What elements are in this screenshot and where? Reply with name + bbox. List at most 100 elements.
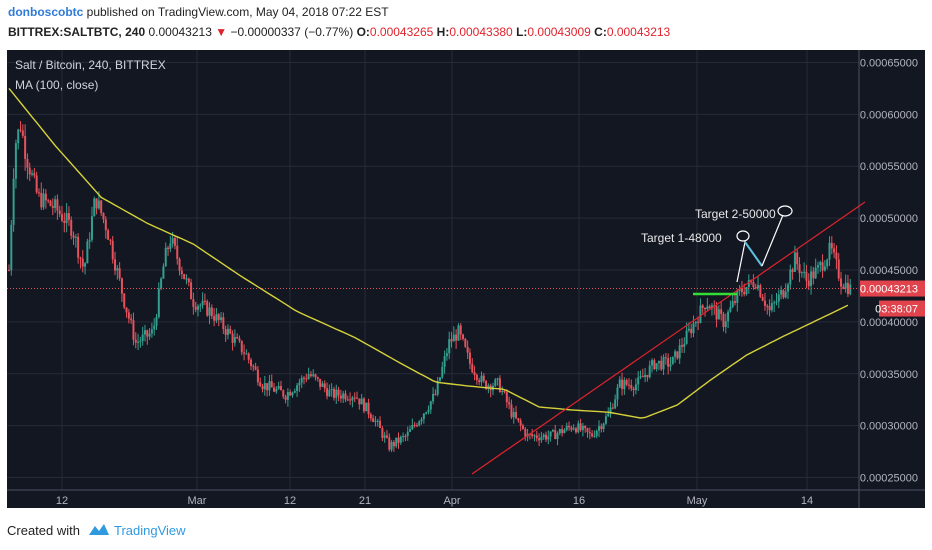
x-tick-label: Apr — [443, 495, 460, 507]
candle-body — [595, 430, 598, 437]
candle-body — [427, 409, 430, 413]
candle-body — [245, 353, 248, 355]
candle-body — [300, 377, 303, 383]
chart-canvas[interactable]: Target 1-48000 Target 2-50000 0.00025000 0.… — [7, 50, 925, 508]
price-chart[interactable]: Target 1-48000 Target 2-50000 0.00025000 0.… — [7, 50, 925, 508]
candle-body — [669, 364, 672, 367]
low-key: L: — [516, 25, 528, 39]
candle-body — [240, 340, 243, 353]
candle-body — [346, 399, 349, 401]
down-arrow-icon: ▼ — [215, 25, 228, 39]
candle-body — [385, 435, 388, 438]
candle-body — [314, 374, 317, 378]
open-key: O: — [356, 25, 370, 39]
candle-body — [169, 243, 172, 250]
close-value: 0.00043213 — [606, 25, 671, 39]
candle-body — [150, 329, 153, 334]
candle-body — [524, 428, 527, 437]
candle-body — [535, 435, 538, 439]
candle-body — [339, 395, 342, 399]
candle-body — [715, 306, 718, 320]
author-link[interactable]: donboscobtc — [8, 5, 84, 19]
candle-body — [551, 429, 554, 432]
candle-body — [690, 328, 693, 334]
candle-body — [422, 413, 425, 420]
candle-body — [86, 241, 89, 264]
candle-body — [332, 388, 335, 398]
candle-body — [383, 435, 386, 438]
candle-body — [132, 320, 135, 340]
candle-body — [840, 278, 843, 287]
candle-body — [770, 303, 773, 311]
symbol-label: BITTREX:SALTBTC, 240 — [8, 25, 146, 39]
candle-body — [598, 426, 601, 431]
tradingview-logo-icon[interactable] — [88, 522, 110, 539]
candle-body — [134, 339, 137, 343]
close-key: C: — [594, 25, 607, 39]
candle-body — [312, 374, 315, 376]
candle-body — [224, 329, 227, 335]
candle-body — [293, 390, 296, 393]
candle-body — [418, 421, 421, 426]
chart-legend-ma[interactable]: MA (100, close) — [15, 78, 99, 92]
candle-body — [392, 441, 395, 447]
candle-body — [623, 380, 626, 390]
candle-body — [581, 425, 584, 431]
candle-body — [777, 294, 780, 302]
candle-body — [766, 305, 769, 307]
candle-body — [823, 266, 826, 271]
candle-body — [648, 365, 651, 378]
candle-body — [683, 343, 686, 347]
candle-body — [233, 337, 236, 343]
candle-body — [143, 330, 146, 335]
y-tick-label: 0.00040000 — [860, 317, 918, 329]
candle-body — [754, 287, 757, 289]
candle-body — [406, 431, 409, 437]
candle-body — [780, 290, 783, 295]
candle-body — [568, 425, 571, 428]
open-value: 0.00043265 — [369, 25, 434, 39]
candle-body — [438, 377, 441, 381]
candle-body — [125, 307, 128, 313]
candle-body — [508, 402, 511, 405]
candle-body — [47, 200, 50, 202]
y-tick-label: 0.00060000 — [860, 109, 918, 121]
candle-body — [286, 392, 289, 400]
candle-body — [634, 384, 637, 391]
tradingview-link[interactable]: TradingView — [113, 523, 186, 538]
publish-info: donboscobtc published on TradingView.com… — [8, 5, 389, 19]
candle-body — [685, 330, 688, 344]
candle-body — [644, 374, 647, 378]
candle-body — [374, 420, 377, 422]
chart-legend-title: Salt / Bitcoin, 240, BITTREX — [15, 58, 166, 72]
candle-body — [178, 258, 181, 271]
candle-body — [72, 235, 75, 238]
candle-body — [74, 236, 77, 238]
candle-body — [434, 393, 437, 395]
candle-body — [162, 266, 165, 279]
countdown-tag — [879, 300, 925, 317]
candle-body — [429, 401, 432, 410]
candle-body — [277, 385, 280, 389]
candle-body — [250, 359, 252, 366]
candle-body — [77, 236, 80, 258]
candle-body — [826, 259, 829, 267]
candle-body — [231, 333, 234, 343]
candle-body — [607, 413, 610, 417]
footer: Created with TradingView — [7, 522, 186, 539]
candle-body — [67, 213, 70, 220]
candle-body — [805, 271, 808, 281]
candle-body — [148, 333, 151, 337]
candle-body — [305, 378, 308, 380]
candle-body — [621, 379, 624, 390]
candle-body — [14, 143, 17, 179]
candle-body — [717, 309, 720, 320]
candle-body — [367, 402, 370, 415]
candle-body — [97, 200, 100, 209]
candle-body — [565, 425, 568, 430]
candle-body — [803, 271, 806, 273]
candle-body — [279, 385, 282, 391]
candle-body — [215, 314, 218, 321]
candle-body — [220, 317, 223, 320]
y-tick-label: 0.00025000 — [860, 473, 918, 485]
